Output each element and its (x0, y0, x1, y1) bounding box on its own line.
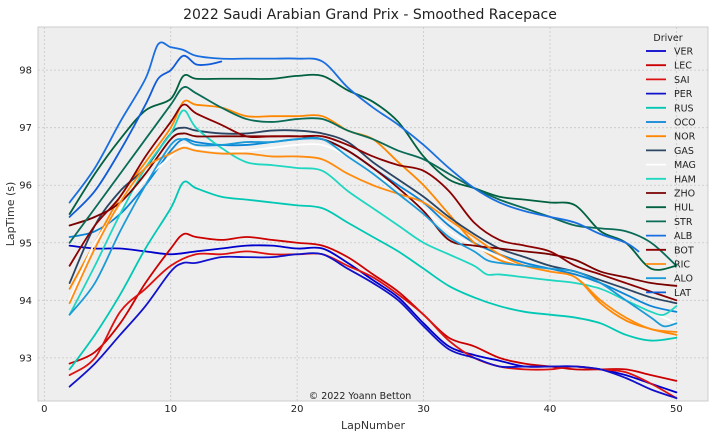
legend-label-zho: ZHO (674, 189, 695, 200)
credit-text: © 2022 Yoann Betton (309, 391, 412, 402)
legend-label-rus: RUS (674, 103, 694, 114)
legend-label-hul: HUL (674, 203, 694, 214)
axis-ticks: 0 10 20 30 40 50 93 94 95 96 97 98 (19, 66, 682, 415)
series-line-rus (68, 180, 678, 371)
legend-label-sai: SAI (674, 75, 690, 86)
x-tick-label: 0 (41, 404, 47, 415)
series-line-lat (68, 54, 223, 218)
y-tick-label: 97 (19, 123, 32, 134)
series-line-lec (68, 232, 678, 382)
series-line-alb (68, 41, 640, 253)
y-tick-label: 96 (19, 181, 32, 192)
legend-label-alo: ALO (674, 274, 693, 285)
series-line-alo (68, 136, 678, 328)
legend-label-ric: RIC (674, 260, 690, 271)
series-line-ham (68, 109, 678, 316)
legend-label-lat: LAT (674, 288, 691, 299)
legend-label-per: PER (674, 89, 693, 100)
y-tick-label: 93 (19, 353, 32, 364)
y-axis-label: LapTime (s) (4, 182, 17, 247)
y-tick-label: 98 (19, 66, 32, 77)
series-line-str (68, 86, 678, 267)
series-line-ric (68, 146, 678, 333)
series-line-hul (68, 73, 678, 271)
legend-label-mag: MAG (674, 160, 696, 171)
legend-title: Driver (653, 33, 682, 44)
x-tick-label: 20 (291, 404, 304, 415)
legend-label-lec: LEC (674, 61, 692, 72)
x-tick-label: 40 (544, 404, 557, 415)
x-axis-label: LapNumber (341, 419, 406, 432)
series-lines (68, 41, 678, 400)
chart-title: 2022 Saudi Arabian Grand Prix - Smoothed… (183, 7, 557, 23)
legend: Driver VER LEC SAI PER RUS OCO NOR GAS MAG HAM ZHO… (646, 33, 696, 299)
series-line-per (68, 252, 678, 400)
x-tick-label: 10 (164, 404, 177, 415)
legend-label-ham: HAM (674, 174, 696, 185)
legend-label-bot: BOT (674, 245, 694, 256)
plot-area (37, 26, 709, 402)
legend-label-str: STR (674, 217, 693, 228)
x-tick-label: 30 (417, 404, 430, 415)
legend-label-ver: VER (674, 47, 694, 58)
legend-label-alb: ALB (674, 231, 692, 242)
legend-label-oco: OCO (674, 118, 696, 129)
x-tick-label: 50 (670, 404, 683, 415)
y-tick-label: 94 (19, 296, 32, 307)
legend-label-nor: NOR (674, 132, 696, 143)
legend-label-gas: GAS (674, 146, 694, 157)
y-tick-label: 95 (19, 238, 32, 249)
series-line-bot (68, 103, 678, 302)
series-line-zho (68, 132, 678, 287)
